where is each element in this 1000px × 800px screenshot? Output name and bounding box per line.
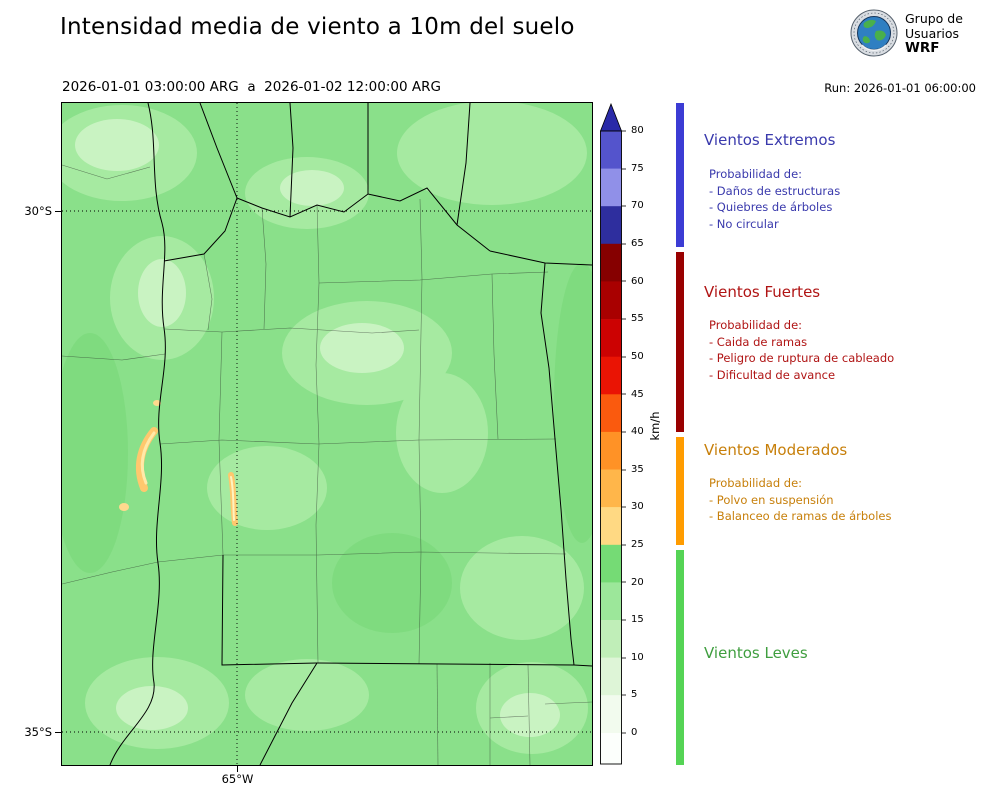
- province-borders: [109, 102, 593, 766]
- page-title: Intensidad media de viento a 10m del sue…: [60, 14, 575, 40]
- logo-wrf-label: WRF: [905, 39, 940, 56]
- legend-bar-moderados: [676, 437, 684, 545]
- colorbar: [600, 103, 626, 765]
- colorbar-tick-label: 25: [631, 539, 644, 550]
- legend-item: - No circular: [709, 216, 779, 231]
- legend-title-extremos: Vientos Extremos: [704, 131, 836, 149]
- colorbar-tick-label: 50: [631, 351, 644, 362]
- colorbar-tick-label: 20: [631, 577, 644, 588]
- lat-tick-35s: [55, 732, 62, 733]
- lat-label-35s: 35°S: [24, 725, 52, 739]
- valid-period-label: 2026-01-01 03:00:00 ARG a 2026-01-02 12:…: [62, 79, 441, 95]
- lat-tick-30s: [55, 211, 62, 212]
- globe-logo-icon: [850, 9, 898, 57]
- logo-line: Grupo de: [905, 10, 963, 26]
- legend-item: - Peligro de ruptura de cableado: [709, 351, 895, 365]
- legend-prob-title: Probabilidad de:: [709, 476, 803, 490]
- lat-label-30s: 30°S: [24, 204, 52, 218]
- department-borders: [61, 164, 593, 766]
- legend-item: - Balanceo de ramas de árboles: [709, 509, 892, 523]
- colorbar-tick-label: 70: [631, 200, 644, 211]
- colorbar-tick-label: 45: [631, 389, 644, 400]
- wind-map: [47, 101, 610, 766]
- legend-details-extremos: Probabilidad de: - Daños de estructuras …: [709, 166, 840, 232]
- map-frame: [47, 101, 610, 766]
- legend-prob-title: Probabilidad de:: [709, 167, 803, 181]
- legend-item: - Dificultad de avance: [709, 367, 836, 382]
- colorbar-tick-label: 30: [631, 501, 644, 512]
- sierra-wind-maxima: [119, 400, 238, 526]
- colorbar-tick-label: 5: [631, 689, 638, 700]
- colorbar-tick-label: 65: [631, 238, 644, 249]
- legend-details-moderados: Probabilidad de: - Polvo en suspensión -…: [709, 475, 891, 525]
- legend-prob-title: Probabilidad de:: [709, 318, 803, 332]
- logo-line: Usuarios: [905, 25, 960, 41]
- colorbar-tick-marks: [621, 130, 626, 734]
- legend-item: - Quiebres de árboles: [709, 200, 833, 214]
- colorbar-tick-label: 60: [631, 276, 644, 287]
- legend-item: - Daños de estructuras: [709, 183, 841, 198]
- legend-item: - Polvo en suspensión: [709, 492, 834, 507]
- legend-bar-leves: [676, 550, 684, 765]
- lon-tick-65w: [237, 766, 238, 772]
- model-run-label: Run: 2026-01-01 06:00:00: [824, 81, 976, 95]
- graticule-gridlines: [62, 103, 592, 765]
- wrf-users-group-logo: Grupo de Usuarios WRF: [850, 9, 963, 57]
- colorbar-tick-label: 75: [631, 163, 644, 174]
- legend-details-fuertes: Probabilidad de: - Caida de ramas - Peli…: [709, 317, 894, 383]
- colorbar-tick-label: 10: [631, 652, 644, 663]
- legend-item: - Caida de ramas: [709, 334, 808, 349]
- colorbar-unit-label: km/h: [648, 411, 662, 441]
- legend-bar-extremos: [676, 103, 684, 247]
- colorbar-tick-label: 40: [631, 426, 644, 437]
- lon-label-65w: 65°W: [221, 772, 254, 786]
- legend-title-fuertes: Vientos Fuertes: [704, 283, 821, 301]
- legend-title-moderados: Vientos Moderados: [704, 441, 848, 459]
- colorbar-tick-label: 55: [631, 313, 644, 324]
- legend-bar-fuertes: [676, 252, 684, 432]
- colorbar-below-range: [600, 733, 622, 764]
- colorbar-tick-label: 15: [631, 614, 644, 625]
- colorbar-tick-label: 35: [631, 464, 644, 475]
- logo-org-name: Grupo de Usuarios WRF: [905, 11, 963, 56]
- colorbar-outline: [600, 130, 622, 765]
- colorbar-tick-label: 0: [631, 727, 638, 738]
- colorbar-extend-arrow: [600, 103, 623, 132]
- legend-title-leves: Vientos Leves: [704, 644, 808, 662]
- colorbar-tick-label: 80: [631, 125, 644, 136]
